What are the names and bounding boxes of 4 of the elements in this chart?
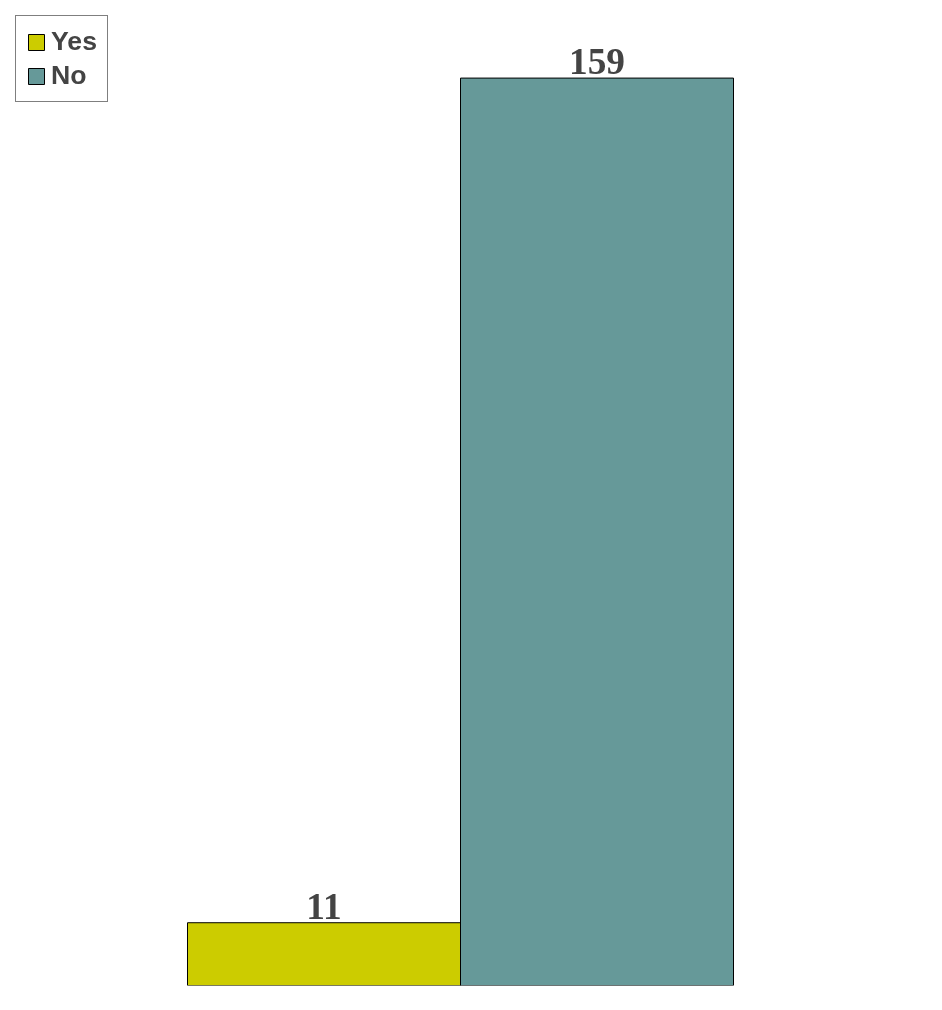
legend-label: No (51, 60, 87, 91)
legend-label: Yes (51, 26, 97, 57)
data-label: 11 (306, 885, 342, 927)
data-label: 159 (569, 41, 625, 83)
